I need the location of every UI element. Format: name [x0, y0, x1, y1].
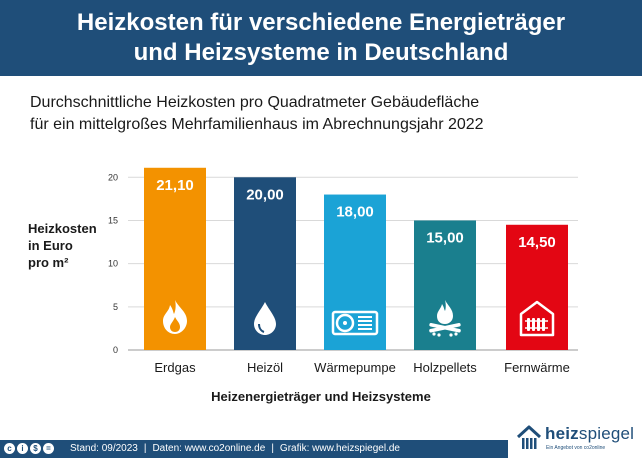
- footer-separator: |: [143, 443, 147, 454]
- y-tick-label: 15: [108, 215, 118, 225]
- y-axis-title-line-1: Heizkosten: [28, 221, 97, 236]
- footer-credits: Stand: 09/2023 | Daten: www.co2online.de | G…: [70, 443, 400, 455]
- bar-value-label: 21,10: [156, 177, 194, 194]
- logo-name-bold: heiz: [545, 424, 579, 443]
- nd-icon: =: [43, 443, 54, 454]
- bar-value-label: 14,50: [518, 234, 556, 251]
- bar-value-label: 20,00: [246, 186, 284, 203]
- footer-separator: |: [271, 443, 274, 454]
- x-axis-title: Heizenergieträger und Heizsysteme: [211, 389, 431, 404]
- y-axis-title: Heizkosten in Euro pro m²: [28, 220, 97, 271]
- nc-icon: $: [30, 443, 41, 454]
- y-tick-label: 10: [108, 259, 118, 269]
- bar: [324, 194, 386, 350]
- footer-daten: Daten: www.co2online.de: [152, 443, 266, 454]
- footer-grafik: Grafik: www.heizspiegel.de: [279, 443, 400, 454]
- bar-value-label: 18,00: [336, 204, 374, 221]
- chart-subtitle: Durchschnittliche Heizkosten pro Quadrat…: [30, 92, 484, 136]
- y-tick-label: 5: [113, 302, 118, 312]
- y-tick-label: 20: [108, 172, 118, 182]
- title-line-1: Heizkosten für verschiedene Energieträge…: [76, 9, 566, 36]
- subtitle-line-2: für ein mittelgroßes Mehrfamilienhaus im…: [30, 116, 484, 133]
- logo-tagline: Ein Angebot von co2online: [546, 445, 606, 451]
- footer-stand: Stand: 09/2023: [70, 443, 138, 454]
- y-axis-title-line-3: pro m²: [28, 255, 69, 270]
- header-banner: Heizkosten für verschiedene Energieträge…: [0, 0, 642, 76]
- license-icons: c i $ =: [4, 443, 56, 455]
- y-axis-title-line-2: in Euro: [28, 238, 73, 253]
- x-category-label: Holzpellets: [413, 360, 477, 375]
- by-icon: i: [17, 443, 28, 454]
- bar-value-label: 15,00: [426, 229, 464, 246]
- footer-bar: c i $ = Stand: 09/2023 | Daten: www.co2online…: [0, 440, 642, 458]
- x-category-label: Heizöl: [247, 360, 283, 375]
- logo-name-thin: spiegel: [578, 424, 635, 443]
- x-category-label: Fernwärme: [504, 360, 570, 375]
- flame-icon: [163, 300, 187, 334]
- cc-icon: c: [4, 443, 15, 454]
- pellets-fire-icon: [429, 300, 461, 337]
- heat-pump-icon: [331, 310, 379, 336]
- title-line-2: und Heizsysteme in Deutschland: [133, 39, 509, 66]
- heizspiegel-logo: heizspiegel Ein Angebot von co2online: [508, 418, 642, 458]
- x-category-label: Erdgas: [154, 360, 196, 375]
- x-category-label: Wärmepumpe: [314, 360, 396, 375]
- logo-wordmark: heizspiegel: [545, 424, 634, 444]
- y-tick-label: 0: [113, 345, 118, 355]
- district-heating-icon: [519, 300, 555, 337]
- house-logo-icon: [516, 425, 542, 449]
- oil-drop-icon: [254, 302, 276, 335]
- subtitle-line-1: Durchschnittliche Heizkosten pro Quadrat…: [30, 94, 480, 111]
